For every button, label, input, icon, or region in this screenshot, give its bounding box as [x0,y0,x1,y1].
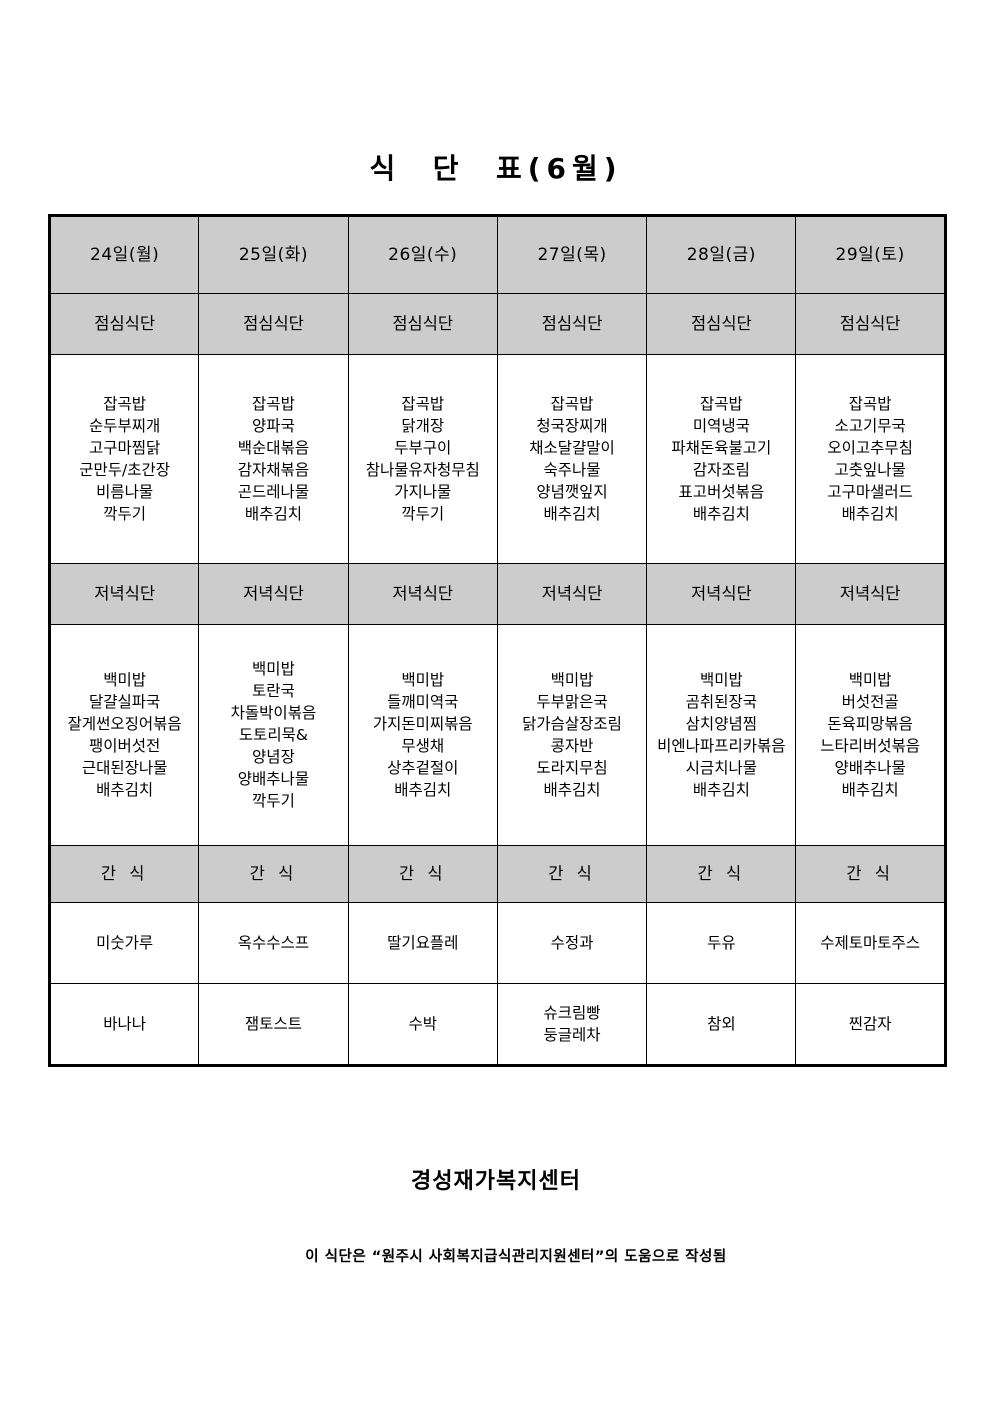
dish-list: 잡곡밥 닭개장 두부구이 참나물유자청무침 가지나물 깍두기 [365,395,480,523]
dinner-menu-tue: 백미밥 토란국 차돌박이볶음 도토리묵& 양념장 양배추나물 깍두기 [198,624,349,846]
snack1-fri: 두유 [646,902,797,984]
day-header-mon: 24일(월) [48,215,200,294]
day-header-thu: 27일(목) [496,215,648,294]
dish-list: 백미밥 버섯전골 돈육피망볶음 느타리버섯볶음 양배추나물 배추김치 [820,671,921,799]
snack-item: 슈크림빵 둥글레차 [543,1004,601,1044]
lunch-menu-sat: 잡곡밥 소고기무국 오이고추무침 고춧잎나물 고구마샐러드 배추김치 [795,354,946,564]
dinner-menu-sat: 백미밥 버섯전골 돈육피망볶음 느타리버섯볶음 양배추나물 배추김치 [795,624,946,846]
dish-list: 백미밥 달걀실파국 잘게썬오징어볶음 팽이버섯전 근대된장나물 배추김치 [67,671,182,799]
lunch-label-wed: 점심식단 [347,293,498,355]
snack2-wed: 수박 [347,983,498,1066]
table-row-dinner-label: 저녁식단 저녁식단 저녁식단 저녁식단 저녁식단 저녁식단 [48,563,946,625]
day-header-sat: 29일(토) [795,215,946,294]
snack-label-tue: 간 식 [198,845,349,903]
dinner-menu-fri: 백미밥 곰취된장국 삼치양념찜 비엔나파프리카볶음 시금치나물 배추김치 [646,624,797,846]
meal-plan-table: 24일(월) 25일(화) 26일(수) 27일(목) 28일(금) 29일(토… [48,214,947,1067]
snack-label-thu: 간 식 [496,845,648,903]
lunch-label-fri: 점심식단 [646,293,797,355]
credit-note: 이 식단은 “원주시 사회복지급식관리지원센터”의 도움으로 작성됨 [305,1249,727,1265]
dish-list: 백미밥 곰취된장국 삼치양념찜 비엔나파프리카볶음 시금치나물 배추김치 [657,671,786,799]
dinner-label-tue: 저녁식단 [198,563,349,625]
dinner-label-wed: 저녁식단 [347,563,498,625]
page-title: 식 단 표(6월) [369,152,623,185]
snack-label-fri: 간 식 [646,845,797,903]
table-row-dinner-menu: 백미밥 달걀실파국 잘게썬오징어볶음 팽이버섯전 근대된장나물 배추김치 백미밥… [48,624,946,846]
dinner-label-fri: 저녁식단 [646,563,797,625]
snack-label-wed: 간 식 [347,845,498,903]
lunch-menu-mon: 잡곡밥 순두부찌개 고구마찜닭 군만두/초간장 비름나물 깍두기 [48,354,200,564]
snack-label-mon: 간 식 [48,845,200,903]
snack-item: 딸기요플레 [387,934,459,952]
snack2-mon: 바나나 [48,983,200,1066]
lunch-menu-tue: 잡곡밥 양파국 백순대볶음 감자채볶음 곤드레나물 배추김치 [198,354,349,564]
lunch-menu-fri: 잡곡밥 미역냉국 파채돈육불고기 감자조림 표고버섯볶음 배추김치 [646,354,797,564]
dinner-menu-wed: 백미밥 들깨미역국 가지돈미찌볶음 무생채 상추겉절이 배추김치 [347,624,498,846]
snack1-wed: 딸기요플레 [347,902,498,984]
dish-list: 백미밥 두부맑은국 닭가슴살장조림 콩자반 도라지무침 배추김치 [522,671,622,799]
snack1-tue: 옥수수스프 [198,902,349,984]
snack1-thu: 수정과 [496,902,648,984]
center-name: 경성재가복지센터 [411,1169,581,1194]
snack1-mon: 미숫가루 [48,902,200,984]
snack2-sat: 찐감자 [795,983,946,1066]
dish-list: 잡곡밥 양파국 백순대볶음 감자채볶음 곤드레나물 배추김치 [237,395,310,523]
dinner-menu-thu: 백미밥 두부맑은국 닭가슴살장조림 콩자반 도라지무침 배추김치 [496,624,648,846]
menu-table-container: 24일(월) 25일(화) 26일(수) 27일(목) 28일(금) 29일(토… [48,214,947,1067]
dish-list: 백미밥 들깨미역국 가지돈미찌볶음 무생채 상추겉절이 배추김치 [372,671,473,799]
dish-list: 잡곡밥 소고기무국 오이고추무침 고춧잎나물 고구마샐러드 배추김치 [827,395,913,523]
lunch-menu-wed: 잡곡밥 닭개장 두부구이 참나물유자청무침 가지나물 깍두기 [347,354,498,564]
lunch-label-tue: 점심식단 [198,293,349,355]
snack2-thu: 슈크림빵 둥글레차 [496,983,648,1066]
snack1-sat: 수제토마토주스 [795,902,946,984]
dinner-label-sat: 저녁식단 [795,563,946,625]
snack-item: 두유 [707,934,736,952]
snack-item: 수정과 [550,934,594,952]
snack-item: 찐감자 [848,1015,892,1033]
dinner-menu-mon: 백미밥 달걀실파국 잘게썬오징어볶음 팽이버섯전 근대된장나물 배추김치 [48,624,200,846]
snack-item: 참외 [707,1015,736,1033]
table-row-snack-second: 바나나 잼토스트 수박 슈크림빵 둥글레차 참외 찐감자 [48,983,946,1066]
table-row-lunch-menu: 잡곡밥 순두부찌개 고구마찜닭 군만두/초간장 비름나물 깍두기 잡곡밥 양파국… [48,354,946,564]
lunch-label-thu: 점심식단 [496,293,648,355]
lunch-label-sat: 점심식단 [795,293,946,355]
snack-item: 바나나 [103,1015,147,1033]
snack-item: 잼토스트 [244,1015,302,1033]
snack-item: 옥수수스프 [237,934,310,952]
dinner-label-mon: 저녁식단 [48,563,200,625]
dish-list: 잡곡밥 청국장찌개 채소달걀말이 숙주나물 양념깻잎지 배추김치 [529,395,615,523]
day-header-tue: 25일(화) [198,215,349,294]
table-row-snack-label: 간 식 간 식 간 식 간 식 간 식 간 식 [48,845,946,903]
dish-list: 백미밥 토란국 차돌박이볶음 도토리묵& 양념장 양배추나물 깍두기 [230,660,317,810]
lunch-label-mon: 점심식단 [48,293,200,355]
dish-list: 잡곡밥 미역냉국 파채돈육불고기 감자조림 표고버섯볶음 배추김치 [671,395,772,523]
dinner-label-thu: 저녁식단 [496,563,648,625]
snack-item: 수박 [408,1015,437,1033]
snack-item: 미숫가루 [96,934,154,952]
snack2-fri: 참외 [646,983,797,1066]
snack-item: 수제토마토주스 [820,934,921,952]
snack2-tue: 잼토스트 [198,983,349,1066]
day-header-wed: 26일(수) [347,215,498,294]
table-row-lunch-label: 점심식단 점심식단 점심식단 점심식단 점심식단 점심식단 [48,293,946,355]
dish-list: 잡곡밥 순두부찌개 고구마찜닭 군만두/초간장 비름나물 깍두기 [79,395,171,523]
table-row-day-headers: 24일(월) 25일(화) 26일(수) 27일(목) 28일(금) 29일(토… [48,215,946,294]
day-header-fri: 28일(금) [646,215,797,294]
snack-label-sat: 간 식 [795,845,946,903]
lunch-menu-thu: 잡곡밥 청국장찌개 채소달걀말이 숙주나물 양념깻잎지 배추김치 [496,354,648,564]
table-row-snack-first: 미숫가루 옥수수스프 딸기요플레 수정과 두유 수제토마토주스 [48,902,946,984]
